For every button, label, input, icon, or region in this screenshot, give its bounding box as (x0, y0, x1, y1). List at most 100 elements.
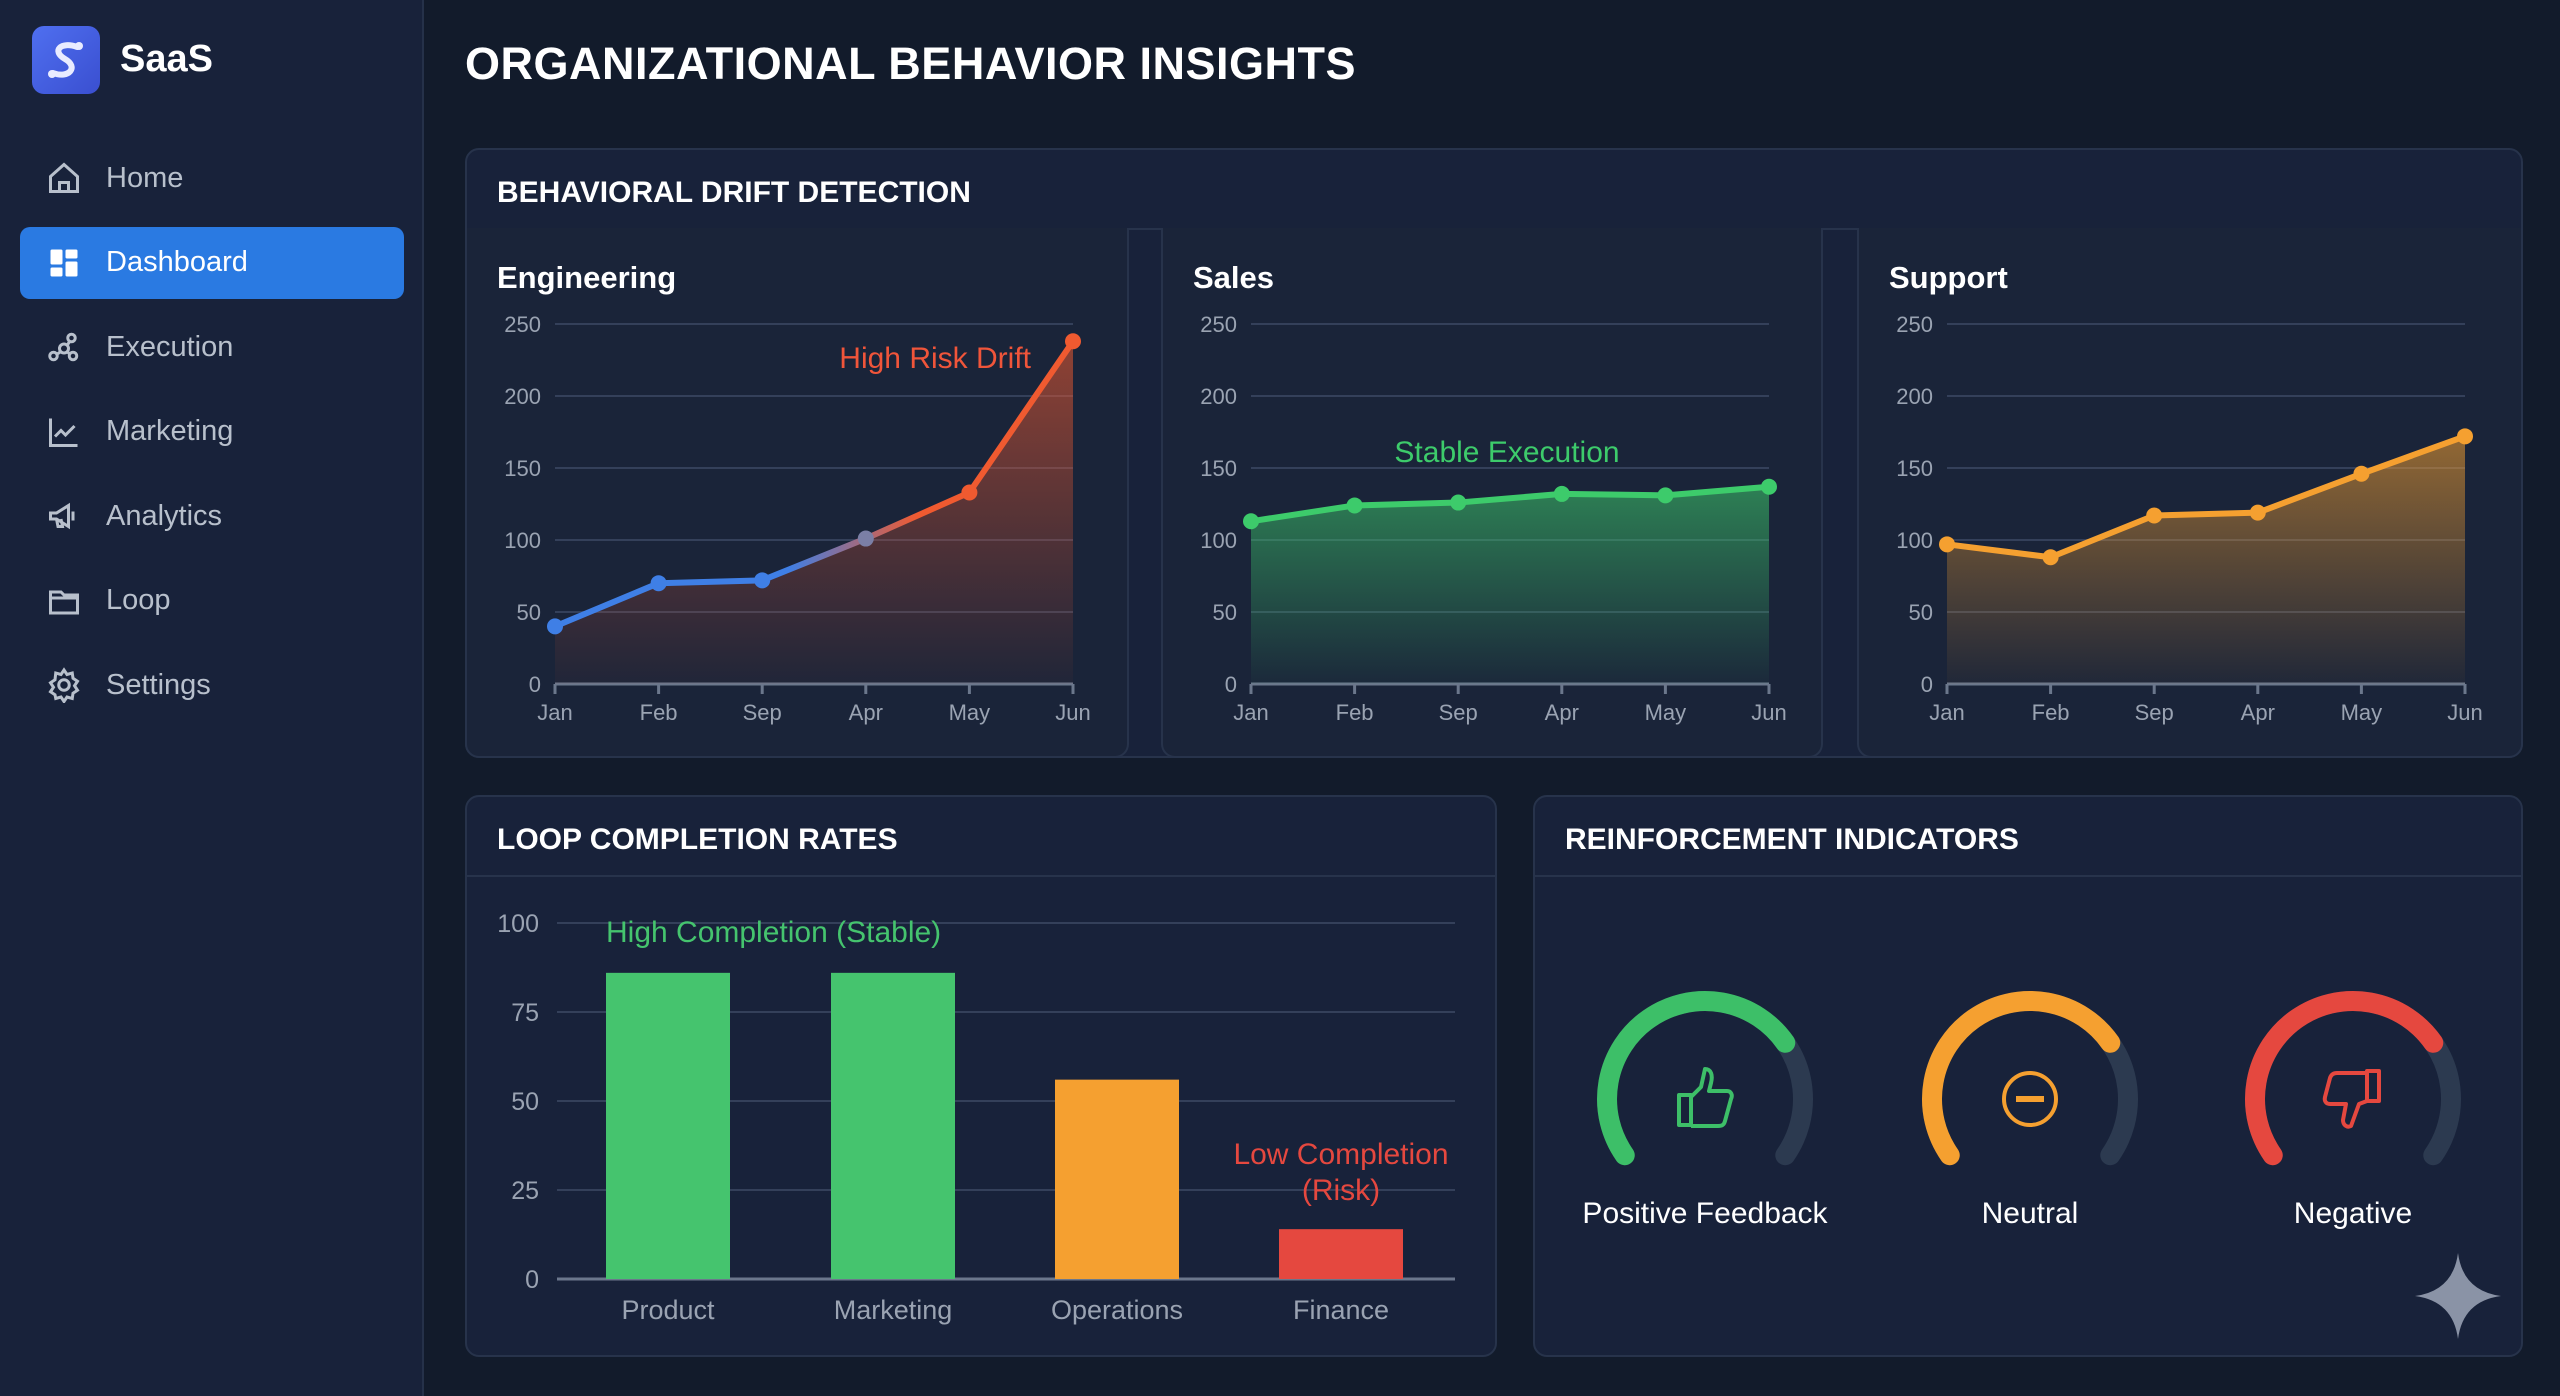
x-tick-label: Jun (1055, 700, 1090, 725)
sidebar-item-dashboard[interactable]: Dashboard (20, 226, 404, 299)
bar (831, 972, 955, 1279)
sidebar-nav: Home Dashboard Execution Marketing Analy… (20, 142, 404, 734)
x-tick-label: Jan (1929, 700, 1964, 725)
x-tick-label: Apr (1545, 700, 1579, 725)
data-point (2457, 428, 2473, 445)
annotation-label: (Risk) (1302, 1174, 1380, 1207)
data-point (2146, 507, 2163, 524)
x-tick-label: Sep (1439, 700, 1478, 725)
y-tick-label: 150 (1200, 456, 1237, 481)
minus-circle-icon (2002, 1071, 2058, 1127)
y-tick-label: 50 (517, 600, 541, 625)
x-tick-label: Feb (1336, 700, 1374, 725)
area-fill (1251, 486, 1769, 684)
thumbs-up-icon (1677, 1067, 1734, 1128)
x-tick-label: Marketing (834, 1295, 953, 1325)
y-tick-label: 75 (511, 999, 539, 1027)
loop-completion-chart: 0 25 50 75 100 Product Marketing Operations Fina… (497, 910, 1455, 1325)
bar (1279, 1229, 1403, 1279)
sidebar: SaaS Home Dashboard Execution Marketing … (0, 0, 424, 1396)
chart-title: Sales (1193, 260, 1275, 295)
x-tick-label: Apr (849, 700, 883, 725)
x-tick-label: Sep (743, 700, 782, 725)
x-tick-label: Operations (1051, 1295, 1183, 1325)
y-tick-label: 150 (1896, 456, 1933, 481)
reinforcement-gauges (1597, 991, 2461, 1166)
x-tick-label: Jan (537, 700, 572, 725)
y-tick-label: 150 (504, 456, 541, 481)
page-title: ORGANIZATIONAL BEHAVIOR INSIGHTS (465, 38, 1357, 89)
data-point (2042, 549, 2059, 566)
s-logo-icon (32, 26, 100, 94)
data-point (857, 530, 874, 547)
annotation-label: High Completion (Stable) (606, 916, 941, 949)
data-point (1243, 513, 1259, 530)
sidebar-item-label: Loop (106, 584, 171, 616)
y-tick-label: 50 (1909, 600, 1933, 625)
support-chart: 0 50 100 150 200 250 Jan Feb Sep Apr May Jun (1896, 312, 2482, 725)
y-tick-label: 100 (1896, 528, 1933, 553)
dashboard-icon (50, 249, 78, 276)
gauge-fill (1597, 991, 1796, 1166)
y-tick-label: 0 (525, 1266, 539, 1294)
sidebar-item-marketing[interactable]: Marketing (20, 396, 404, 468)
y-tick-label: 100 (504, 528, 541, 553)
x-tick-label: Jun (1751, 700, 1786, 725)
y-tick-label: 250 (1200, 312, 1237, 337)
y-tick-label: 25 (511, 1177, 539, 1205)
y-tick-label: 250 (1896, 312, 1933, 337)
x-tick-label: Feb (640, 700, 678, 725)
series-line (1250, 483, 1770, 525)
y-tick-label: 50 (511, 1088, 539, 1116)
sales-chart: 0 50 100 150 200 250 Jan Feb Sep Apr May Jun Stable … (1200, 312, 1786, 725)
x-tick-label: Jan (1233, 700, 1268, 725)
thumb-shape (1677, 1067, 1734, 1128)
sidebar-item-label: Home (106, 161, 184, 194)
engineering-chart: 0 50 100 150 200 250 Jan Feb Sep Apr May Jun High Ri… (504, 312, 1090, 725)
sidebar-item-settings[interactable]: Settings (20, 649, 404, 721)
area-fill (1947, 436, 2465, 684)
gauge-label: Neutral (1981, 1197, 2079, 1230)
gauge-fill (2245, 991, 2444, 1166)
y-tick-label: 100 (497, 910, 539, 938)
line-chart-icon (49, 418, 78, 447)
y-tick-label: 0 (529, 672, 541, 697)
x-tick-label: Finance (1293, 1295, 1389, 1325)
thumbs-down-icon (2322, 1069, 2381, 1129)
bar (1055, 1079, 1179, 1279)
data-point (1553, 485, 1570, 502)
support-chart-card: Support 0 50 100 150 200 250 Jan Feb Sep Apr May Jun (1857, 228, 2523, 758)
sidebar-item-loop[interactable]: Loop (20, 565, 404, 637)
x-tick-label: May (2341, 700, 2383, 725)
x-tick-label: Feb (2032, 700, 2070, 725)
home-icon (49, 162, 79, 193)
sidebar-item-home[interactable]: Home (20, 142, 404, 214)
gauge-fill (1922, 991, 2121, 1166)
y-tick-label: 200 (1896, 384, 1933, 409)
gear-icon (48, 667, 80, 703)
y-tick-label: 250 (504, 312, 541, 337)
data-point (547, 618, 563, 635)
data-point (650, 575, 667, 592)
circle-shape (2002, 1071, 2058, 1127)
chart-title: Engineering (497, 260, 677, 295)
folder-icon (49, 590, 79, 614)
megaphone-icon (49, 502, 75, 530)
annotation-label: Low Completion (1233, 1138, 1448, 1171)
y-tick-label: 200 (1200, 384, 1237, 409)
sidebar-item-analytics[interactable]: Analytics (20, 480, 404, 552)
sidebar-item-execution[interactable]: Execution (20, 311, 404, 383)
sidebar-item-label: Dashboard (106, 246, 248, 278)
data-point (1657, 487, 1674, 504)
data-point (2249, 504, 2266, 521)
engineering-chart-card: Engineering 0 50 100 150 200 250 Jan Feb Sep Apr Ma… (465, 228, 1129, 758)
sidebar-item-label: Marketing (106, 415, 234, 447)
annotation-label: High Risk Drift (839, 342, 1031, 375)
sparkle-icon (2415, 1253, 2501, 1339)
chart-title: Support (1889, 260, 2008, 295)
data-point (961, 484, 978, 501)
bar (606, 972, 730, 1279)
y-tick-label: 50 (1213, 600, 1237, 625)
data-point (1450, 494, 1467, 511)
y-tick-label: 200 (504, 384, 541, 409)
